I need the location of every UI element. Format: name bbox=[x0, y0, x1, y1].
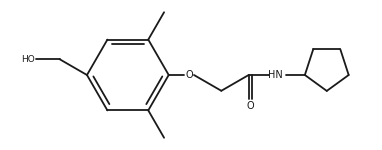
Text: HN: HN bbox=[268, 70, 283, 80]
Text: O: O bbox=[247, 101, 254, 111]
Text: HO: HO bbox=[21, 55, 35, 64]
Text: O: O bbox=[185, 70, 193, 80]
